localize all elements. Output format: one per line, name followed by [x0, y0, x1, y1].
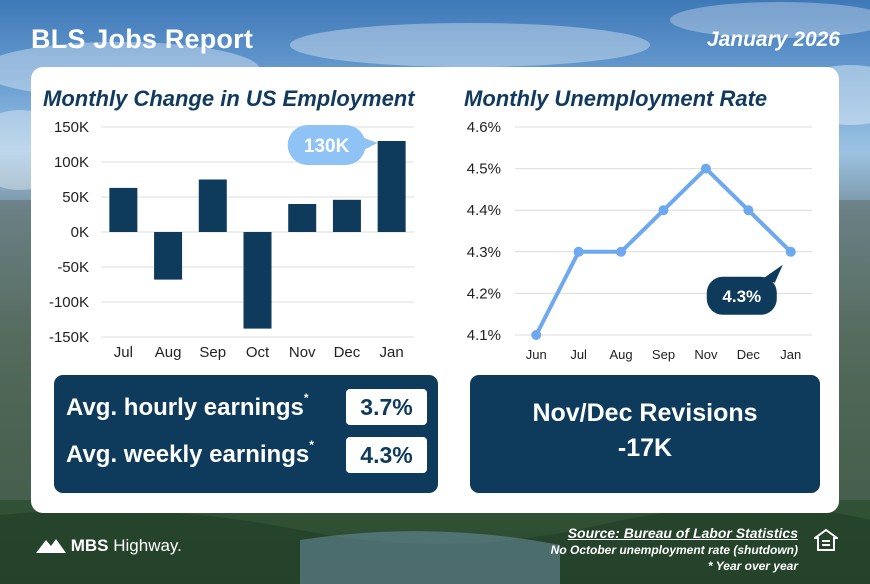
bar-aug — [154, 232, 183, 280]
earnings-box: Avg. hourly earnings* 3.7% Avg. weekly e… — [54, 375, 438, 493]
footnote-mark: * — [309, 438, 314, 452]
point-jun — [531, 330, 542, 340]
y-tick-label: -50K — [57, 259, 89, 276]
weekly-earnings-label: Avg. weekly earnings* — [66, 438, 314, 468]
bar-jan — [377, 141, 406, 232]
y-tick-label: -100K — [49, 294, 89, 311]
bar-jul — [109, 187, 138, 232]
employment-chart-title: Monthly Change in US Employment — [43, 86, 415, 111]
x-tick-label: Jan — [780, 347, 801, 362]
bar-sep — [198, 179, 227, 232]
equal-housing-icon — [814, 528, 838, 551]
source-text: Source: Bureau of Labor Statistics — [567, 525, 798, 541]
point-jul — [573, 246, 584, 257]
revisions-box: Nov/Dec Revisions -17K — [470, 375, 820, 493]
point-nov — [700, 163, 711, 174]
x-tick-label: Aug — [610, 347, 633, 362]
y-tick-label: 150K — [54, 119, 89, 136]
revisions-value: -17K — [617, 434, 673, 462]
y-tick-label: -150K — [49, 329, 89, 346]
callout-bubble — [706, 276, 777, 315]
x-tick-label: Dec — [737, 347, 761, 362]
x-tick-label: Sep — [199, 344, 226, 361]
x-tick-label: Jun — [526, 347, 547, 362]
y-tick-label: 4.2% — [467, 285, 501, 302]
content-card: Monthly Change in US Employment Monthly … — [31, 67, 839, 513]
callout-label: 4.3% — [722, 287, 761, 306]
y-tick-label: 4.6% — [467, 119, 501, 136]
footnote-mark: * — [303, 391, 309, 405]
report-date: January 2026 — [706, 28, 840, 51]
mountain-logo-icon — [36, 539, 66, 553]
y-tick-label: 4.5% — [467, 161, 501, 178]
logo-bold-text: MBS — [70, 536, 109, 555]
hourly-earnings-label: Avg. hourly earnings* — [66, 391, 309, 421]
point-dec — [743, 205, 754, 216]
yoy-note: * Year over year — [707, 559, 798, 573]
hourly-earnings-value: 3.7% — [346, 389, 427, 425]
x-tick-label: Aug — [155, 344, 182, 361]
callout-label: 130K — [304, 136, 350, 157]
x-tick-label: Jul — [114, 344, 133, 361]
unemployment-chart-title: Monthly Unemployment Rate — [464, 86, 768, 111]
mbs-highway-logo: MBS Highway. — [36, 536, 182, 556]
y-tick-label: 4.4% — [467, 202, 501, 219]
point-aug — [616, 246, 627, 257]
x-tick-label: Nov — [694, 347, 718, 362]
x-tick-label: Jan — [380, 344, 404, 361]
y-tick-label: 0K — [71, 224, 89, 241]
callout-bubble — [287, 125, 366, 165]
y-tick-label: 4.1% — [467, 327, 501, 344]
callout-pointer — [762, 264, 783, 283]
unemployment-line-chart: 4.6% 4.5% 4.4% 4.3% 4.2% 4.1% Jun Jul Aug Sep Nov D… — [467, 119, 812, 362]
y-tick-label: 50K — [62, 189, 89, 206]
point-jan — [785, 246, 796, 257]
point-sep — [658, 205, 669, 216]
bar-nov — [288, 204, 317, 232]
shutdown-note: No October unemployment rate (shutdown) — [550, 543, 798, 557]
bar-dec — [332, 199, 361, 232]
x-tick-label: Oct — [246, 344, 270, 361]
x-tick-label: Nov — [289, 344, 316, 361]
jan-callout: 130K — [287, 125, 378, 165]
logo-rest-text: Highway. — [108, 536, 182, 555]
callout-pointer — [361, 137, 378, 151]
x-tick-label: Jul — [570, 347, 587, 362]
y-tick-label: 4.3% — [467, 244, 501, 261]
jan-callout: 4.3% — [706, 264, 783, 315]
x-tick-label: Dec — [334, 344, 361, 361]
y-tick-label: 100K — [54, 154, 89, 171]
x-tick-label: Sep — [652, 347, 675, 362]
employment-bar-chart: 150K 100K 50K 0K -50K -100K -150K Jul Aug Sep Oct N… — [49, 119, 414, 361]
weekly-earnings-value: 4.3% — [346, 437, 427, 473]
revisions-label: Nov/Dec Revisions — [532, 399, 758, 427]
report-title: BLS Jobs Report — [31, 24, 254, 54]
bar-oct — [243, 232, 272, 329]
